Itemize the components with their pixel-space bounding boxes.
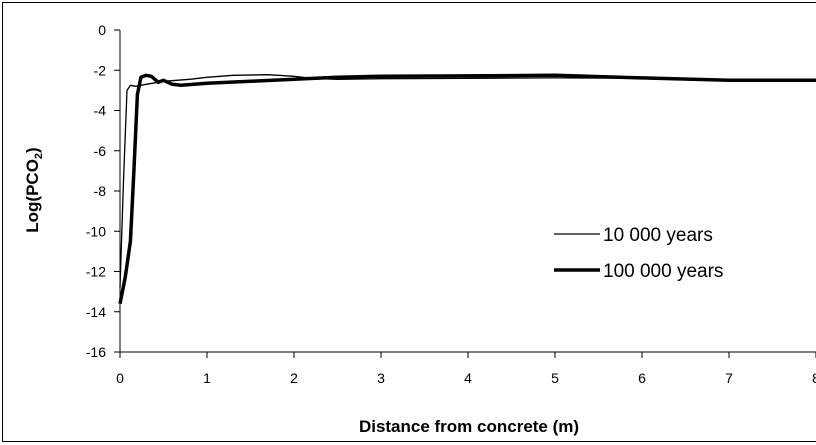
x-tick-label: 4 [464,370,472,386]
x-axis-title: Distance from concrete (m) [359,417,579,436]
y-tick-label: -16 [86,344,106,360]
series-line-10000-years [119,74,816,288]
x-tick-label: 6 [638,370,646,386]
y-axis-title: Log(PCO2) [23,147,45,232]
x-tick-label: 0 [116,370,124,386]
x-tick-label: 5 [551,370,559,386]
x-tick-label: 7 [725,370,733,386]
y-tick-label: -12 [86,264,106,280]
y-tick-label: -14 [86,304,106,320]
y-tick-label: -10 [86,223,106,239]
legend-label-10000-years: 10 000 years [603,225,713,246]
y-tick-label: -6 [94,143,107,159]
x-tick-label: 8 [812,370,816,386]
series-lines [118,73,816,305]
x-tick-label: 1 [203,370,211,386]
y-tick-label: -4 [94,103,107,119]
legend-label-100000-years: 100 000 years [603,261,723,282]
x-tick-label: 2 [290,370,298,386]
series-line-100000-years [118,73,816,305]
y-tick-label: -8 [94,183,107,199]
x-tick-label: 3 [377,370,385,386]
ticks: 0 -2 -4 -6 -8 -10 -12 -14 -16 0 1 2 3 4 5 6 7 8 [86,22,816,386]
y-tick-label: -2 [94,62,107,78]
legend: 10 000 years 100 000 years [554,225,723,282]
y-tick-label: 0 [98,22,106,38]
